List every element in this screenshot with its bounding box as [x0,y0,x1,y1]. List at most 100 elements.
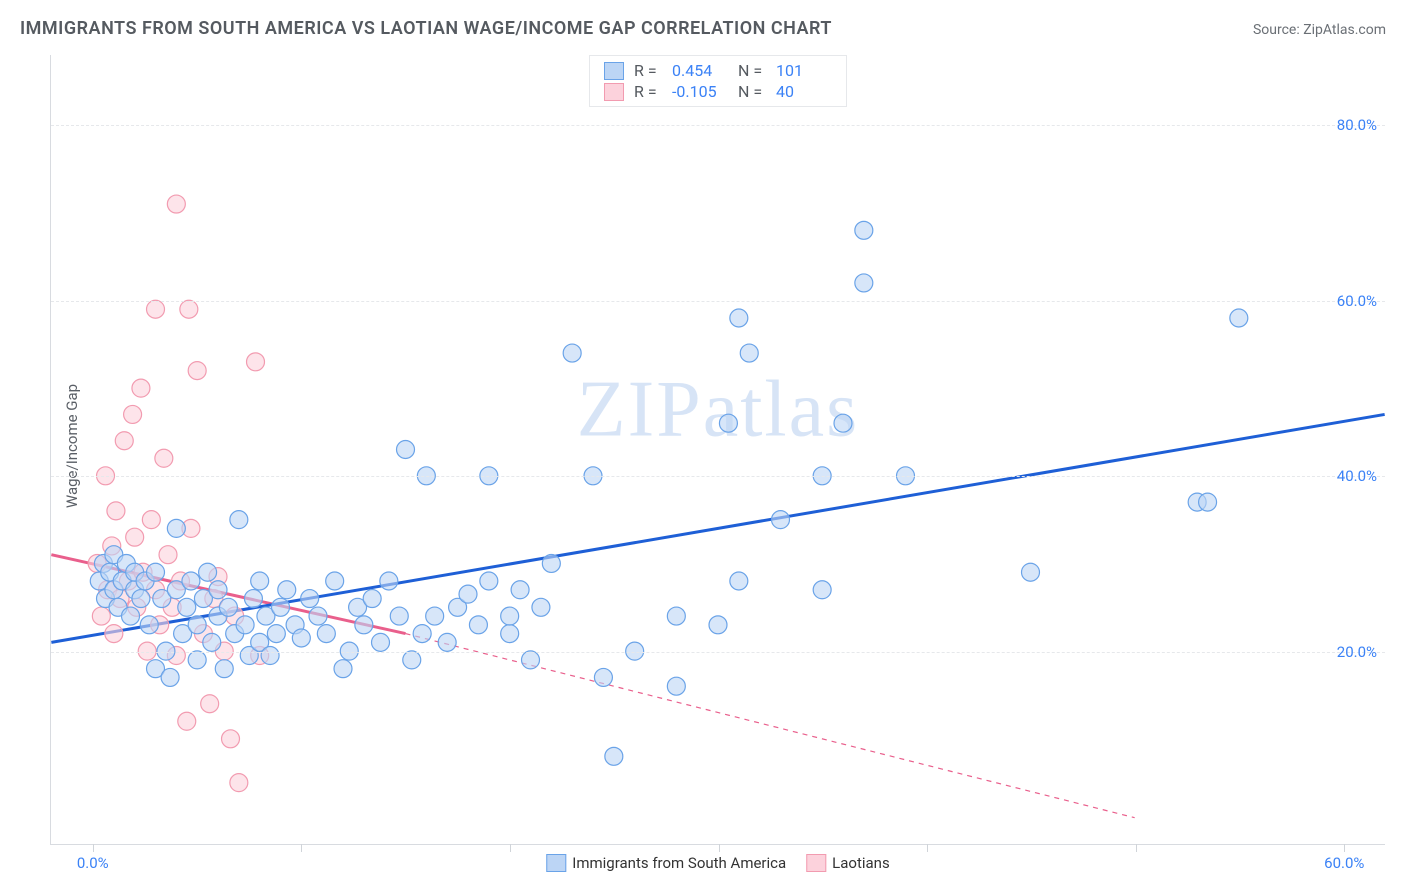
scatter-point-blue [413,625,431,643]
scatter-point-pink [92,607,110,625]
scatter-point-pink [178,712,196,730]
r-label: R = [634,61,662,80]
scatter-point-pink [159,546,177,564]
scatter-point-blue [532,598,550,616]
scatter-point-blue [326,572,344,590]
scatter-point-blue [813,581,831,599]
xtick-label: 60.0% [1324,854,1364,872]
scatter-point-blue [459,585,477,603]
scatter-point-blue [730,309,748,327]
scatter-point-blue [244,590,262,608]
chart-title: IMMIGRANTS FROM SOUTH AMERICA VS LAOTIAN… [20,18,832,39]
scatter-point-blue [480,572,498,590]
stats-legend: R = 0.454 N = 101 R = -0.105 N = 40 [589,55,847,107]
xtick [93,844,94,852]
scatter-point-blue [740,344,758,362]
scatter-point-pink [105,625,123,643]
scatter-point-pink [247,353,265,371]
scatter-point-blue [301,590,319,608]
r-value-blue: 0.454 [672,61,728,80]
scatter-point-blue [140,616,158,634]
scatter-point-blue [203,633,221,651]
scatter-point-pink [167,195,185,213]
scatter-point-pink [142,511,160,529]
scatter-point-blue [122,607,140,625]
legend-swatch-blue [546,854,566,872]
scatter-point-blue [772,511,790,529]
xtick-label: 0.0% [77,854,109,872]
scatter-point-blue [132,590,150,608]
gridline-horizontal [51,476,1385,477]
scatter-point-blue [199,563,217,581]
xtick [719,844,720,852]
series-legend-item: Laotians [806,854,890,872]
scatter-point-blue [261,647,279,665]
scatter-point-blue [236,616,254,634]
scatter-point-blue [1230,309,1248,327]
ytick-label: 20.0% [1337,643,1377,661]
scatter-point-blue [292,629,310,647]
scatter-point-blue [355,616,373,634]
scatter-point-blue [188,616,206,634]
n-label: N = [738,61,766,80]
xtick [510,844,511,852]
scatter-point-pink [201,695,219,713]
scatter-point-blue [251,572,269,590]
r-value-pink: -0.105 [672,82,728,101]
scatter-point-blue [147,563,165,581]
r-label: R = [634,82,662,101]
scatter-point-pink [230,774,248,792]
scatter-point-blue [605,747,623,765]
scatter-point-blue [1022,563,1040,581]
scatter-point-blue [594,668,612,686]
scatter-point-blue [230,511,248,529]
scatter-point-blue [161,668,179,686]
scatter-points-layer [51,55,1385,844]
xtick [1344,844,1345,852]
scatter-point-blue [1199,493,1217,511]
ytick-label: 80.0% [1337,116,1377,134]
scatter-point-pink [155,449,173,467]
scatter-point-blue [667,607,685,625]
scatter-point-blue [511,581,529,599]
scatter-point-blue [267,625,285,643]
scatter-point-blue [501,625,519,643]
gridline-horizontal [51,652,1385,653]
scatter-point-blue [709,616,727,634]
scatter-point-blue [278,581,296,599]
legend-swatch-pink [806,854,826,872]
scatter-point-blue [372,633,390,651]
scatter-point-blue [215,660,233,678]
legend-swatch-blue [604,62,624,80]
scatter-point-pink [188,362,206,380]
scatter-point-pink [126,528,144,546]
scatter-point-pink [124,405,142,423]
scatter-point-blue [188,651,206,669]
scatter-point-pink [180,300,198,318]
stats-legend-row: R = -0.105 N = 40 [604,81,832,102]
series-legend: Immigrants from South America Laotians [540,854,895,872]
ytick-label: 60.0% [1337,292,1377,310]
scatter-point-blue [334,660,352,678]
ytick-label: 40.0% [1337,467,1377,485]
gridline-horizontal [51,301,1385,302]
scatter-point-blue [182,572,200,590]
scatter-point-blue [403,651,421,669]
xtick [1136,844,1137,852]
n-value-blue: 101 [776,61,832,80]
scatter-point-blue [719,414,737,432]
series-legend-item: Immigrants from South America [546,854,786,872]
scatter-point-blue [834,414,852,432]
scatter-point-blue [501,607,519,625]
scatter-point-blue [469,616,487,634]
scatter-point-blue [317,625,335,643]
stats-legend-row: R = 0.454 N = 101 [604,60,832,81]
source-label: Source: ZipAtlas.com [1253,22,1386,38]
series-label-blue: Immigrants from South America [572,854,786,872]
n-value-pink: 40 [776,82,832,101]
series-label-pink: Laotians [832,854,890,872]
scatter-point-blue [390,607,408,625]
scatter-point-blue [667,677,685,695]
scatter-point-blue [363,590,381,608]
gridline-horizontal [51,125,1385,126]
